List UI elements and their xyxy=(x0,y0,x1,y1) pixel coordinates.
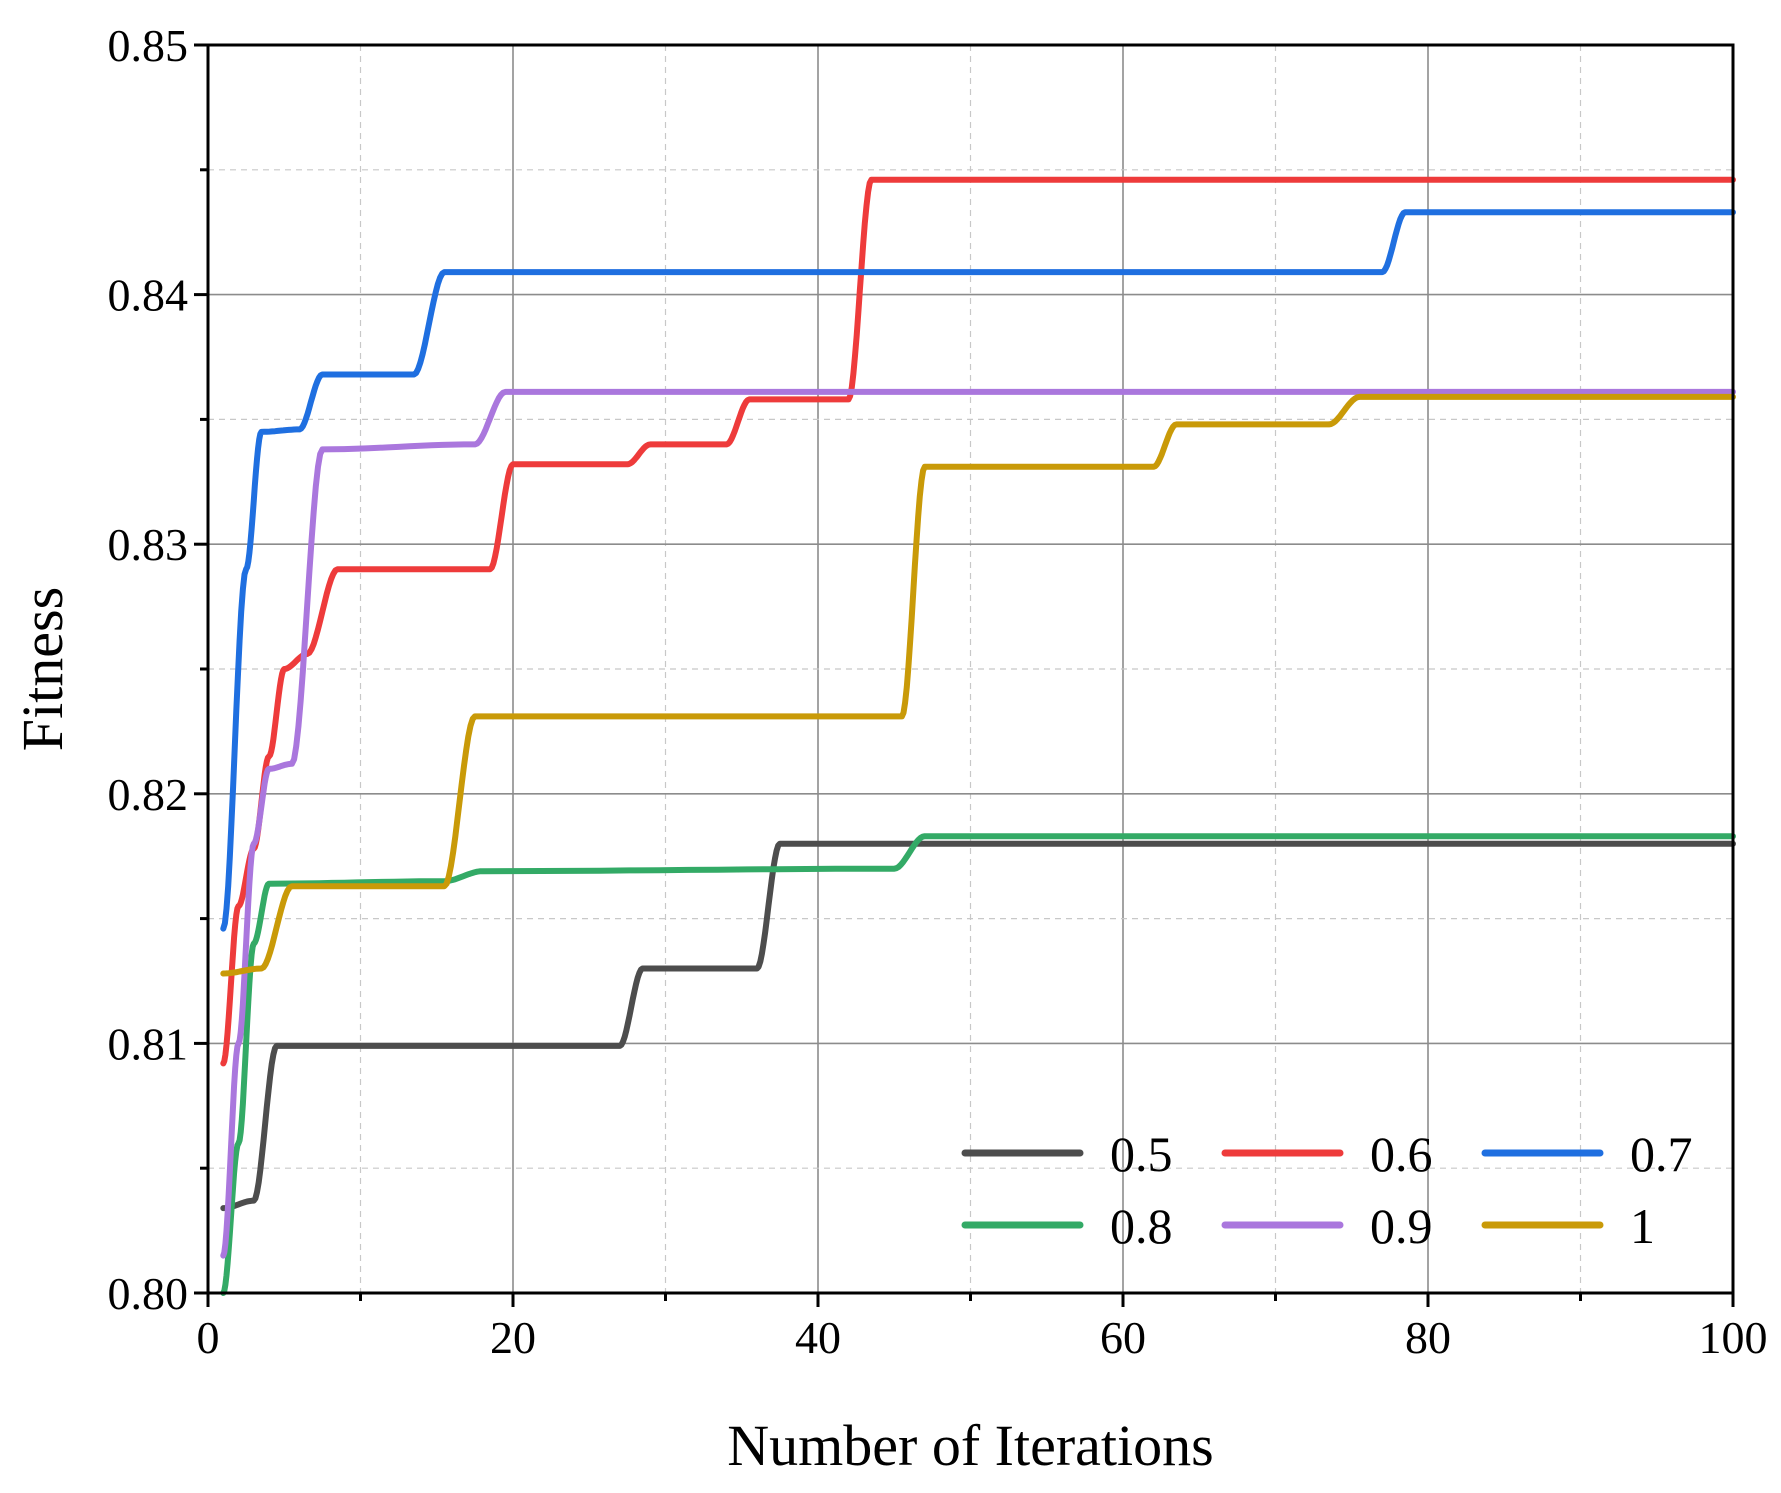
legend-label: 0.6 xyxy=(1370,1126,1433,1182)
legend-label: 0.7 xyxy=(1630,1126,1693,1182)
axis-ticks xyxy=(194,43,1735,1307)
x-tick-label: 60 xyxy=(1100,1312,1146,1363)
x-tick-label: 0 xyxy=(197,1312,220,1363)
legend-label: 0.5 xyxy=(1110,1126,1173,1182)
y-tick-label: 0.82 xyxy=(108,769,189,820)
y-tick-label: 0.84 xyxy=(108,270,189,321)
y-tick-label: 0.80 xyxy=(108,1268,189,1319)
legend-label: 1 xyxy=(1630,1198,1655,1254)
series-line-0-9 xyxy=(220,388,1736,1259)
x-tick-label: 80 xyxy=(1405,1312,1451,1363)
legend-label: 0.8 xyxy=(1110,1198,1173,1254)
y-axis-title: Fitness xyxy=(10,587,75,751)
x-tick-label: 20 xyxy=(490,1312,536,1363)
series-line-0-6 xyxy=(220,176,1736,1067)
y-tick-label: 0.81 xyxy=(108,1018,189,1069)
legend-label: 0.9 xyxy=(1370,1198,1433,1254)
legend: 0.5 0.6 0.7 0.8 0.9 1 xyxy=(961,1126,1693,1254)
series-line-0-7 xyxy=(220,209,1736,932)
y-tick-label: 0.85 xyxy=(108,20,189,71)
x-axis-title: Number of Iterations xyxy=(727,1413,1213,1478)
y-tick-label: 0.83 xyxy=(108,519,189,570)
x-tick-label: 100 xyxy=(1699,1312,1768,1363)
grid xyxy=(207,44,1734,1294)
series-lines xyxy=(220,176,1736,1296)
series-line-1 xyxy=(220,393,1736,977)
x-tick-label: 40 xyxy=(795,1312,841,1363)
series-line-0-5 xyxy=(220,840,1736,1212)
